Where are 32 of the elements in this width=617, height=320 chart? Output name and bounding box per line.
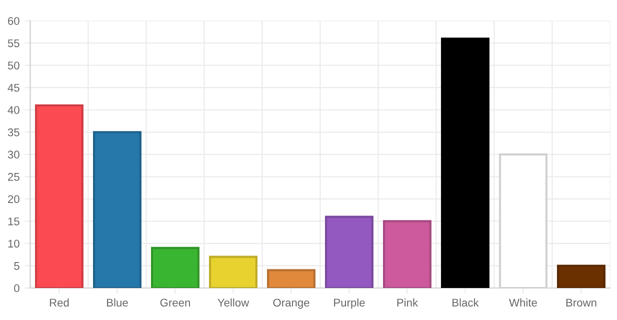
bar	[266, 269, 316, 288]
y-tick-label: 35	[8, 128, 20, 136]
y-tick-label: 50	[8, 62, 20, 70]
x-tick-label: Red	[50, 298, 69, 307]
bar	[382, 220, 432, 288]
x-tick-label: White	[509, 298, 537, 307]
x-tick-label: Yellow	[218, 298, 250, 307]
y-tick-label: 15	[8, 218, 20, 226]
y-tick-label: 60	[8, 17, 20, 25]
y-tick-label: 0	[14, 284, 20, 292]
bar	[324, 216, 374, 288]
y-tick-label: 45	[8, 84, 20, 92]
bar	[208, 256, 258, 288]
y-tick-label: 30	[8, 150, 20, 159]
y-tick-label: 5	[14, 262, 20, 270]
bar	[92, 131, 142, 288]
x-tick-label: Green	[160, 298, 190, 307]
bar	[556, 264, 606, 288]
y-tick-label: 25	[8, 172, 20, 181]
x-tick-label: Black	[452, 298, 479, 307]
x-tick-label: Pink	[397, 298, 418, 306]
x-tick-label: Blue	[107, 298, 128, 307]
y-tick-label: 40	[8, 106, 20, 114]
x-tick-label: Purple	[334, 298, 365, 309]
bar	[440, 38, 490, 288]
y-tick-label: 10	[8, 240, 20, 248]
x-tick-label: Orange	[273, 298, 310, 309]
bar	[34, 104, 84, 288]
x-tick-label: Brown	[566, 298, 596, 307]
bar	[150, 246, 200, 288]
y-tick-label: 55	[8, 39, 20, 48]
y-tick-label: 20	[8, 195, 20, 204]
